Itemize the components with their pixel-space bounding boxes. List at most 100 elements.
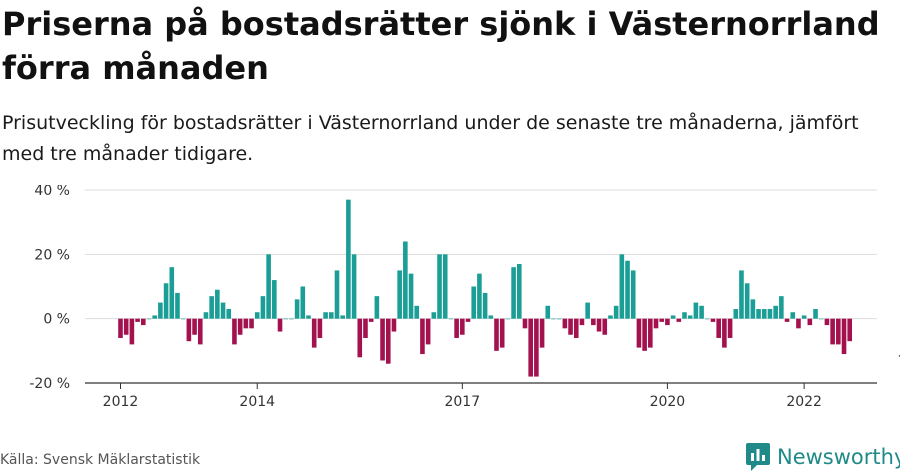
bar bbox=[847, 318, 853, 342]
bar bbox=[596, 318, 602, 332]
bar bbox=[716, 318, 721, 338]
page-title: Priserna på bostadsrätter sjönk i Väster… bbox=[2, 5, 880, 87]
bar bbox=[756, 309, 761, 319]
bar bbox=[579, 318, 585, 326]
bar bbox=[215, 289, 220, 319]
bar bbox=[129, 318, 135, 345]
bar bbox=[676, 318, 682, 322]
bar bbox=[420, 318, 425, 355]
bar bbox=[192, 318, 197, 335]
bar bbox=[824, 318, 830, 326]
bar bbox=[511, 267, 516, 319]
bar bbox=[562, 318, 568, 329]
x-axis: 2012 2014 2017 2020 2022 bbox=[85, 382, 877, 410]
bar bbox=[761, 309, 767, 319]
bar bbox=[363, 318, 368, 338]
x-tick-label: 2012 bbox=[103, 394, 139, 410]
bar bbox=[203, 312, 209, 319]
bar bbox=[556, 318, 562, 320]
bar bbox=[260, 296, 266, 319]
bar bbox=[807, 318, 813, 326]
bars bbox=[118, 199, 853, 377]
bar bbox=[488, 315, 494, 319]
x-tick-label: 2022 bbox=[786, 394, 822, 410]
bar bbox=[374, 296, 380, 319]
bar bbox=[152, 315, 157, 319]
bar bbox=[687, 315, 693, 319]
bar bbox=[573, 318, 579, 338]
bar bbox=[294, 299, 300, 319]
bar bbox=[277, 318, 283, 332]
bar bbox=[710, 318, 716, 322]
bar bbox=[123, 318, 129, 335]
bar bbox=[454, 318, 459, 338]
bar bbox=[818, 318, 824, 320]
bar bbox=[403, 241, 408, 319]
bar bbox=[494, 318, 499, 351]
bar bbox=[254, 312, 260, 319]
brand-logo[interactable]: Newsworthy bbox=[745, 442, 900, 472]
bar bbox=[744, 283, 750, 319]
bar bbox=[545, 305, 551, 319]
bar bbox=[642, 318, 647, 351]
bar bbox=[158, 302, 163, 319]
bar bbox=[704, 318, 710, 320]
bar bbox=[522, 318, 528, 329]
bar bbox=[283, 318, 289, 320]
bar bbox=[648, 318, 653, 348]
bar bbox=[602, 318, 608, 335]
bar bbox=[608, 315, 613, 319]
bar bbox=[391, 318, 397, 332]
bar bbox=[739, 270, 744, 319]
bar bbox=[431, 312, 437, 319]
bar bbox=[272, 280, 277, 319]
bar bbox=[186, 318, 192, 342]
bar bbox=[163, 283, 169, 319]
bar bbox=[334, 270, 340, 319]
y-tick-label: -20 % bbox=[29, 376, 70, 392]
bar bbox=[653, 318, 659, 329]
bar bbox=[175, 292, 180, 319]
bar bbox=[397, 270, 402, 319]
bar bbox=[693, 302, 699, 319]
brand-name: Newsworthy bbox=[777, 445, 900, 469]
annotations: -7 % bbox=[898, 346, 900, 364]
bar bbox=[232, 318, 237, 345]
bar bbox=[300, 286, 306, 319]
bar bbox=[465, 318, 471, 322]
bar bbox=[460, 318, 465, 335]
bar bbox=[636, 318, 642, 348]
bar bbox=[425, 318, 431, 345]
bar bbox=[813, 309, 818, 319]
bar bbox=[796, 318, 801, 329]
bar bbox=[380, 318, 385, 361]
bar bbox=[551, 318, 556, 320]
x-tick-label: 2014 bbox=[239, 394, 275, 410]
page-subtitle: Prisutveckling för bostadsrätter i Väste… bbox=[2, 112, 859, 165]
bar bbox=[699, 305, 704, 319]
bar bbox=[357, 318, 363, 358]
bar bbox=[670, 315, 676, 319]
bar bbox=[328, 312, 334, 319]
bar bbox=[539, 318, 545, 348]
bar bbox=[220, 302, 226, 319]
bar bbox=[790, 312, 796, 319]
bar bbox=[830, 318, 835, 345]
y-tick-label: 0 % bbox=[43, 312, 70, 328]
bar bbox=[784, 318, 790, 322]
bar bbox=[368, 318, 374, 322]
bar bbox=[568, 318, 573, 335]
bar bbox=[659, 318, 665, 322]
bar bbox=[135, 318, 140, 322]
bar bbox=[591, 318, 596, 326]
bar bbox=[505, 318, 511, 320]
bar bbox=[311, 318, 317, 348]
bar bbox=[346, 199, 351, 319]
source-note: Källa: Svensk Mäklarstatistik bbox=[0, 452, 201, 468]
bar bbox=[722, 318, 727, 348]
bar bbox=[750, 299, 756, 319]
y-tick-label: 40 % bbox=[34, 185, 70, 199]
bar bbox=[209, 296, 214, 319]
bar bbox=[534, 318, 539, 377]
bar bbox=[665, 318, 670, 326]
